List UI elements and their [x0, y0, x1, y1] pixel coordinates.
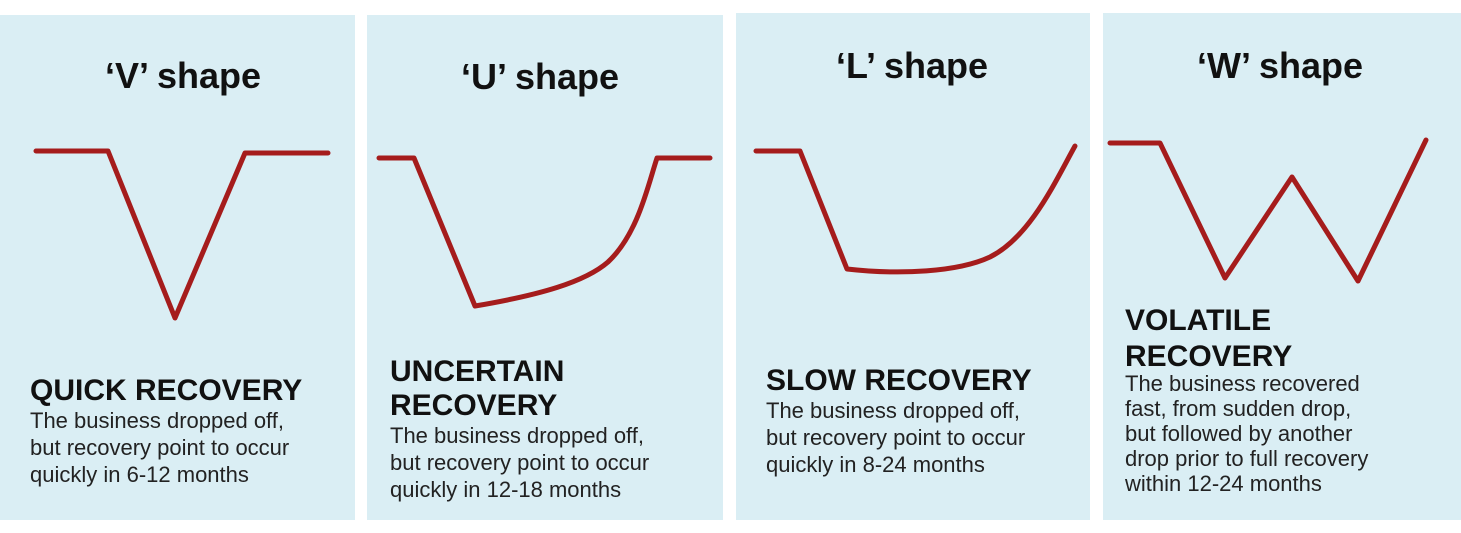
panel-description: fast, from sudden drop, [1125, 396, 1351, 421]
v-curve [33, 148, 331, 321]
panel-description: The business recovered [1125, 371, 1360, 396]
panel [736, 13, 1090, 520]
panel-description: The business dropped off, [766, 398, 1020, 423]
panel-heading: UNCERTAIN [390, 355, 564, 388]
panel-description: The business dropped off, [30, 408, 284, 433]
panel-description: but recovery point to occur [390, 450, 649, 475]
panel [1103, 13, 1461, 520]
panel-heading: SLOW RECOVERY [766, 364, 1032, 397]
panel-title: ‘W’ shape [1197, 45, 1363, 86]
panel-heading: RECOVERY [1125, 340, 1292, 373]
panel [0, 15, 355, 520]
panel-title: ‘U’ shape [461, 56, 619, 97]
panel-title: ‘V’ shape [105, 55, 261, 96]
u-curve [376, 155, 713, 309]
panel-description: quickly in 12-18 months [390, 477, 621, 502]
panel-description: The business dropped off, [390, 423, 644, 448]
panel-heading: VOLATILE [1125, 304, 1271, 337]
panel-title: ‘L’ shape [836, 45, 988, 86]
panel-heading: QUICK RECOVERY [30, 374, 302, 407]
panel-heading: RECOVERY [390, 389, 557, 422]
panel-description: but recovery point to occur [766, 425, 1025, 450]
panel [367, 15, 723, 520]
panel-description: but followed by another [1125, 421, 1353, 446]
panel-description: drop prior to full recovery [1125, 446, 1368, 471]
w-curve [1107, 137, 1429, 284]
panel-description: within 12-24 months [1124, 471, 1322, 496]
panel-description: but recovery point to occur [30, 435, 289, 460]
l-curve [753, 143, 1078, 275]
panel-description: quickly in 6-12 months [30, 462, 249, 487]
panel-description: quickly in 8-24 months [766, 452, 985, 477]
